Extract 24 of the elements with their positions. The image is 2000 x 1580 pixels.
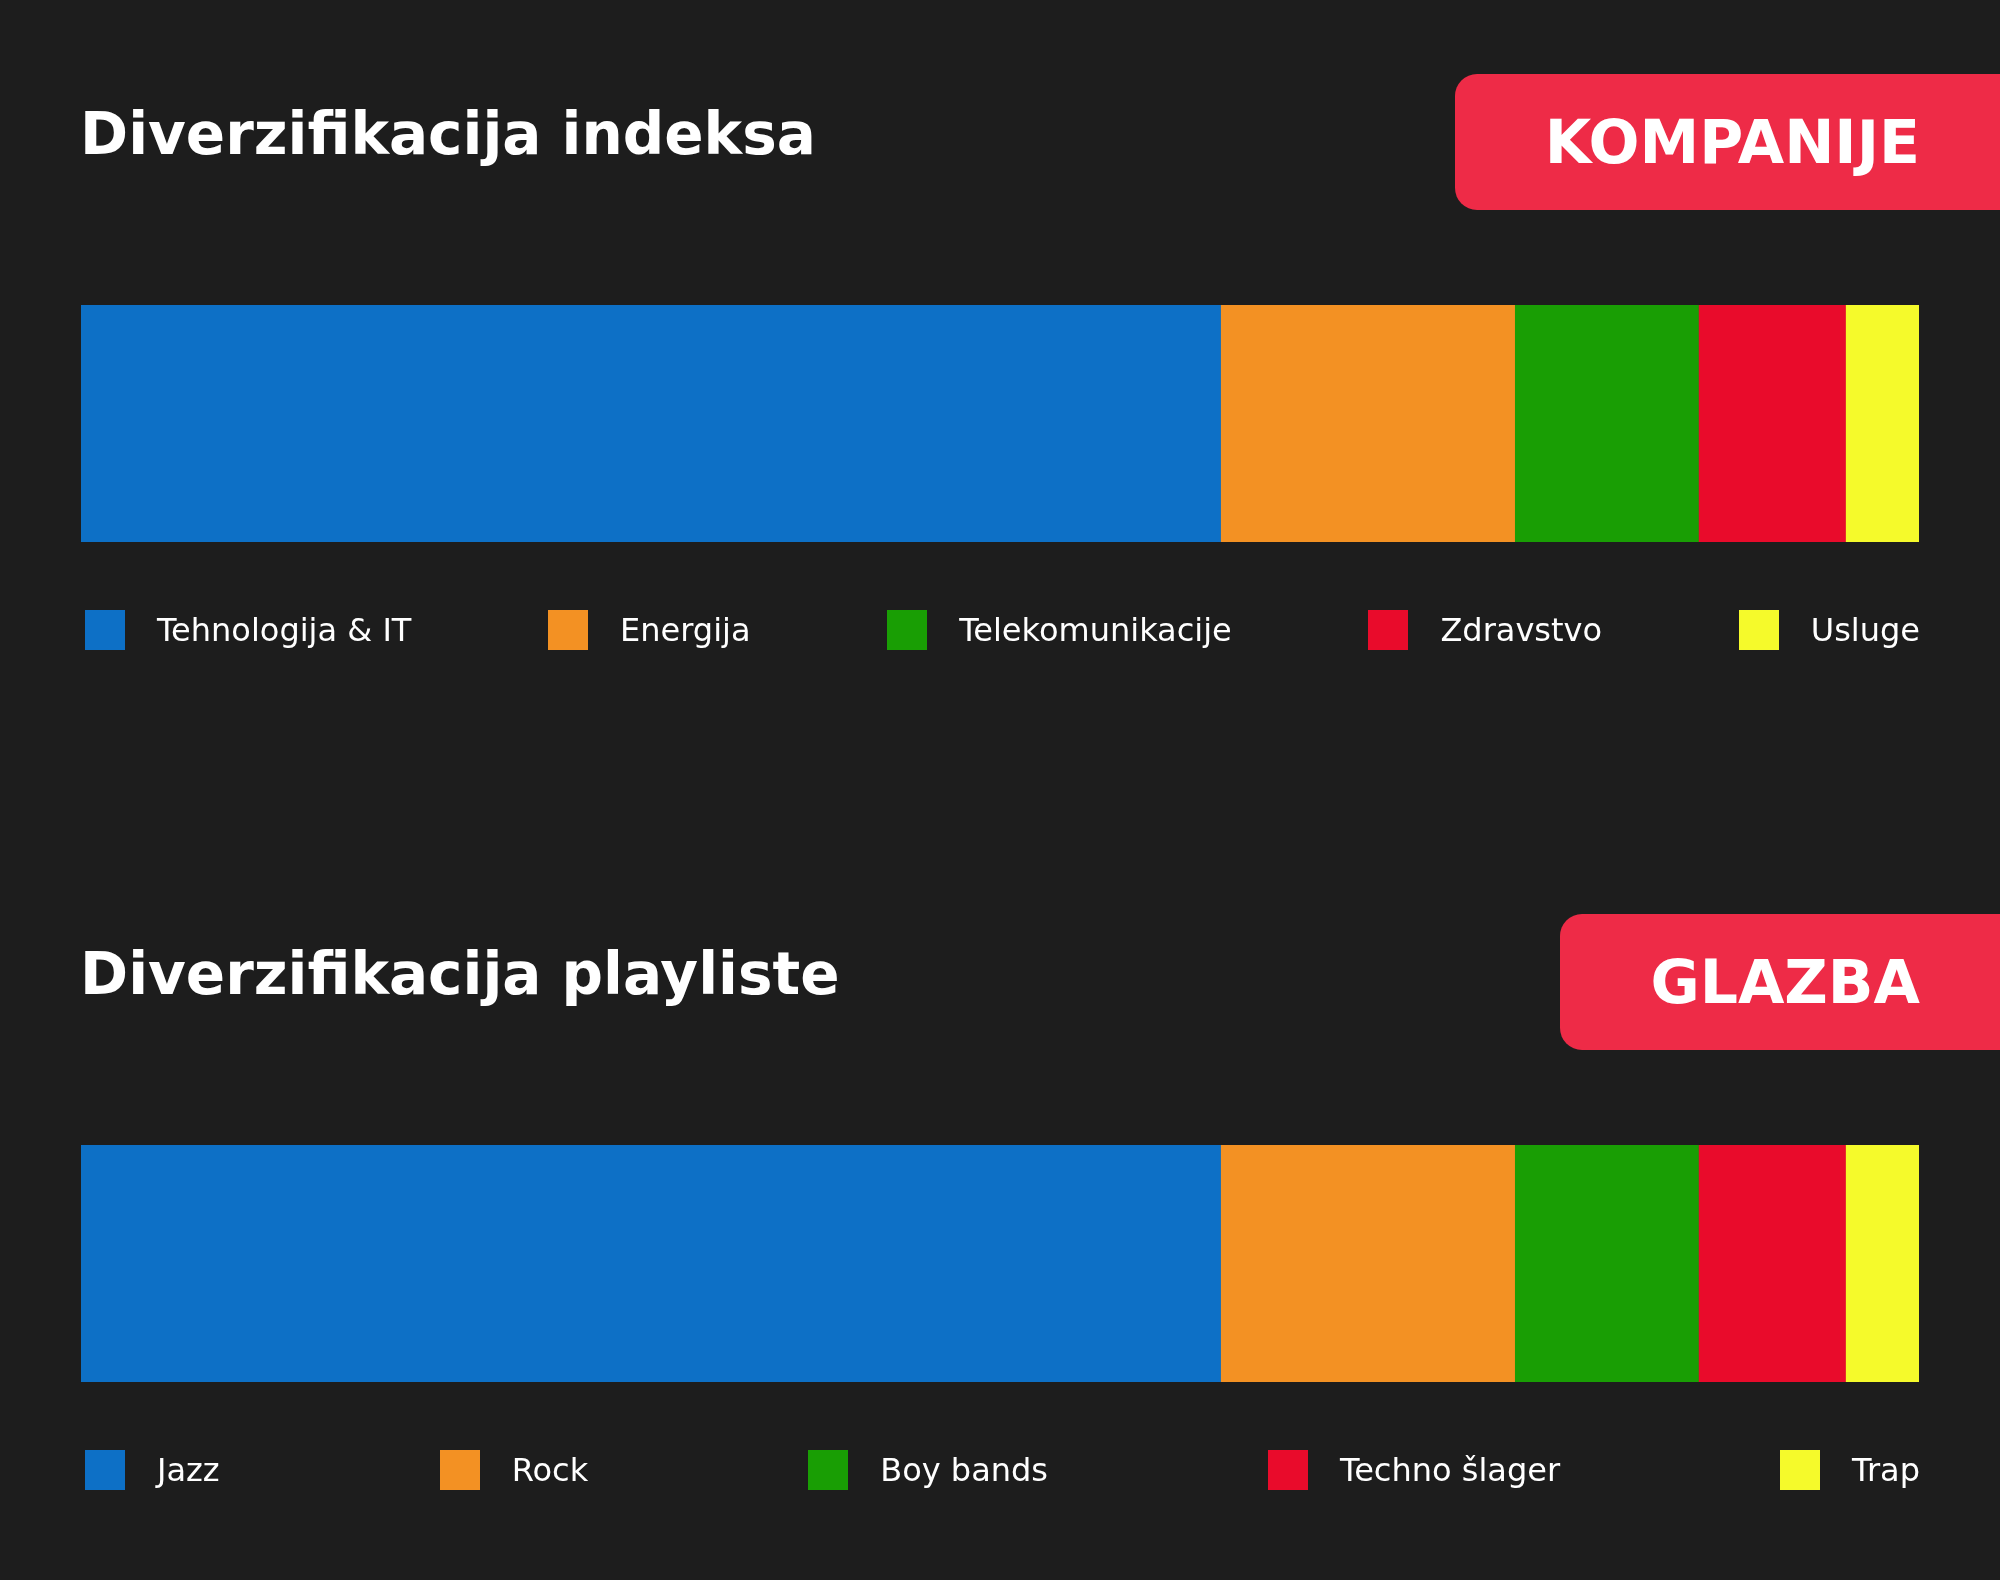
- bar: [1698, 1145, 1846, 1382]
- legend-label: Techno šlager: [1340, 1451, 1561, 1489]
- legend-label: Rock: [511, 1451, 589, 1489]
- bar: [81, 1145, 1221, 1382]
- legend-label: Energija: [620, 611, 751, 649]
- chart-title: Diverzifikacija playliste: [80, 940, 840, 1008]
- legend-label: Trap: [1852, 1451, 1920, 1489]
- chart-subtitle: KOMPANIJE: [1454, 74, 2000, 210]
- bar: [1514, 1145, 1699, 1382]
- bar: [1220, 305, 1515, 542]
- chart-title: Diverzifikacija indeksa: [80, 100, 816, 168]
- bar: [1698, 305, 1846, 542]
- legend-label: Telekomunikacije: [959, 611, 1232, 649]
- bar: [81, 305, 1221, 542]
- bar: [1845, 1145, 1919, 1382]
- legend-label: Zdravstvo: [1440, 611, 1603, 649]
- legend-label: Boy bands: [880, 1451, 1048, 1489]
- legend-label: Jazz: [157, 1451, 220, 1489]
- bar: [1845, 305, 1919, 542]
- bar: [1514, 305, 1699, 542]
- legend-label: Tehnologija & IT: [157, 611, 412, 649]
- chart-subtitle: GLAZBA: [1560, 914, 2000, 1050]
- bar: [1220, 1145, 1515, 1382]
- legend-label: Usluge: [1810, 611, 1920, 649]
